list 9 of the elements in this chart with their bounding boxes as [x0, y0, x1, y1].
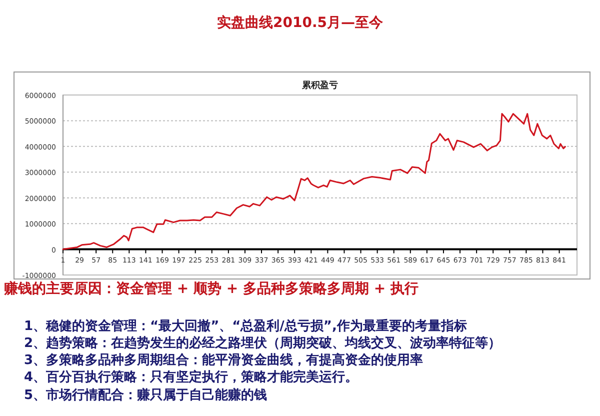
chart-subtitle: 累积盈亏 — [301, 80, 338, 91]
text: 1、稳健的资金管理：“最大回撤”、“总盈利/总亏损”,作为最重要的考量指标 — [24, 318, 467, 334]
line-series — [62, 113, 566, 250]
text: 4、百分百执行策略：只有坚定执行，策略才能完美运行。 — [24, 369, 358, 385]
text: 3、多策略多品种多周期组合：能平滑资金曲线，有提高资金的使用率 — [24, 352, 424, 368]
text: 2、趋势策略：在趋势发生的必经之路埋伏（周期突破、均线交叉、波动率特征等） — [24, 335, 502, 351]
chart-title: 实盘曲线2010.5月—至今 — [216, 14, 384, 31]
text: 赚钱的主要原因：资金管理 + 顺势 + 多品种多策略多周期 + 执行 — [3, 280, 418, 297]
text: 5、市场行情配合：赚只属于自己能赚的钱 — [24, 387, 268, 403]
